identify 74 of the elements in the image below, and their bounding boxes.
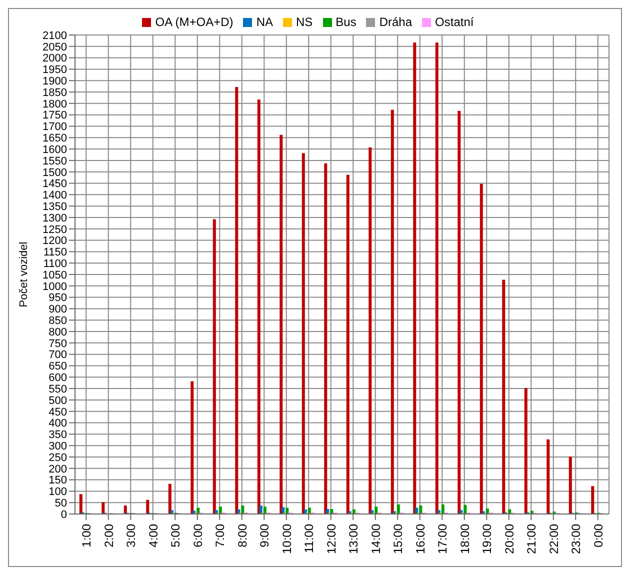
x-tick-label: 20:00 — [502, 524, 516, 554]
y-tick-label: 1200 — [42, 235, 67, 248]
y-tick-label: 0 — [60, 508, 67, 521]
x-tick-label: 1:00 — [80, 524, 94, 548]
legend-label: OA (M+OA+D) — [155, 15, 234, 29]
legend-label: NS — [296, 15, 313, 29]
x-tick-label: 0:00 — [591, 524, 606, 548]
x-tick-label: 7:00 — [213, 524, 228, 548]
y-tick-label: 1000 — [42, 280, 67, 293]
x-tick-label: 22:00 — [546, 524, 561, 554]
y-tick-label: 1600 — [42, 144, 67, 156]
y-tick-label: 250 — [48, 452, 67, 464]
x-tick-label: 3:00 — [124, 524, 138, 548]
x-tick-label: 4:00 — [146, 524, 160, 548]
legend-label: Ostatní — [435, 15, 474, 29]
y-tick-label: 900 — [48, 304, 67, 316]
y-tick-label: 400 — [48, 418, 67, 430]
y-tick-label: 1450 — [42, 178, 67, 190]
y-tick-label: 750 — [48, 338, 67, 350]
y-tick-label: 150 — [48, 474, 67, 487]
y-tick-label: 700 — [48, 349, 67, 362]
y-tick-label: 500 — [48, 394, 67, 407]
x-tick-label: 8:00 — [235, 524, 250, 548]
y-tick-label: 650 — [48, 360, 67, 373]
y-tick-label: 1100 — [43, 258, 67, 270]
y-tick-label: 2100 — [42, 30, 67, 42]
y-tick-label: 950 — [48, 292, 67, 304]
x-tick-label: 23:00 — [569, 524, 584, 554]
x-tick-label: 9:00 — [258, 524, 272, 548]
x-tick-label: 21:00 — [524, 524, 539, 554]
legend-label: Bus — [336, 15, 356, 29]
legend-label: Dráha — [379, 15, 412, 29]
y-tick-label: 1900 — [42, 76, 67, 88]
y-tick-label: 1250 — [42, 224, 67, 236]
y-tick-label: 1800 — [42, 98, 67, 110]
x-tick-label: 14:00 — [368, 524, 383, 554]
y-tick-label: 50 — [54, 498, 67, 510]
y-tick-label: 1850 — [42, 86, 67, 99]
x-tick-label: 10:00 — [280, 524, 294, 554]
y-tick-label: 350 — [48, 429, 67, 442]
x-tick-label: 17:00 — [436, 524, 450, 554]
x-tick-label: 6:00 — [190, 524, 205, 548]
y-tick-label: 2000 — [42, 52, 67, 65]
y-tick-label: 1300 — [42, 212, 67, 224]
legend-label: NA — [256, 15, 273, 29]
y-tick-label: 600 — [48, 372, 67, 384]
y-tick-label: 1400 — [42, 190, 67, 202]
y-tick-label: 2050 — [42, 41, 67, 54]
y-tick-label: 1500 — [42, 166, 67, 179]
y-tick-label: 1950 — [42, 64, 67, 76]
y-tick-label: 1550 — [42, 155, 67, 168]
x-tick-label: 15:00 — [391, 524, 406, 554]
y-tick-label: 450 — [48, 406, 67, 418]
x-tick-label: 12:00 — [324, 524, 338, 554]
y-tick-label: 100 — [48, 486, 67, 498]
x-tick-label: 16:00 — [413, 524, 428, 554]
y-tick-label: 1650 — [42, 132, 67, 145]
x-tick-label: 2:00 — [102, 524, 116, 548]
y-tick-label: 1750 — [42, 110, 67, 122]
x-tick-label: 5:00 — [168, 524, 183, 548]
x-tick-label: 11:00 — [302, 524, 316, 554]
y-tick-label: 1700 — [42, 121, 67, 134]
x-tick-label: 18:00 — [458, 524, 472, 554]
y-tick-label: 1050 — [42, 269, 67, 282]
y-tick-label: 1350 — [42, 200, 67, 213]
y-axis-title: Počet vozidel — [18, 242, 30, 308]
y-tick-label: 1150 — [43, 246, 67, 259]
y-tick-label: 800 — [48, 326, 67, 338]
x-tick-label: 19:00 — [480, 524, 494, 554]
y-tick-label: 550 — [48, 383, 67, 396]
y-tick-label: 200 — [48, 463, 67, 476]
x-tick-label: 13:00 — [346, 524, 361, 554]
y-tick-label: 300 — [48, 440, 67, 452]
y-tick-label: 850 — [48, 315, 67, 328]
